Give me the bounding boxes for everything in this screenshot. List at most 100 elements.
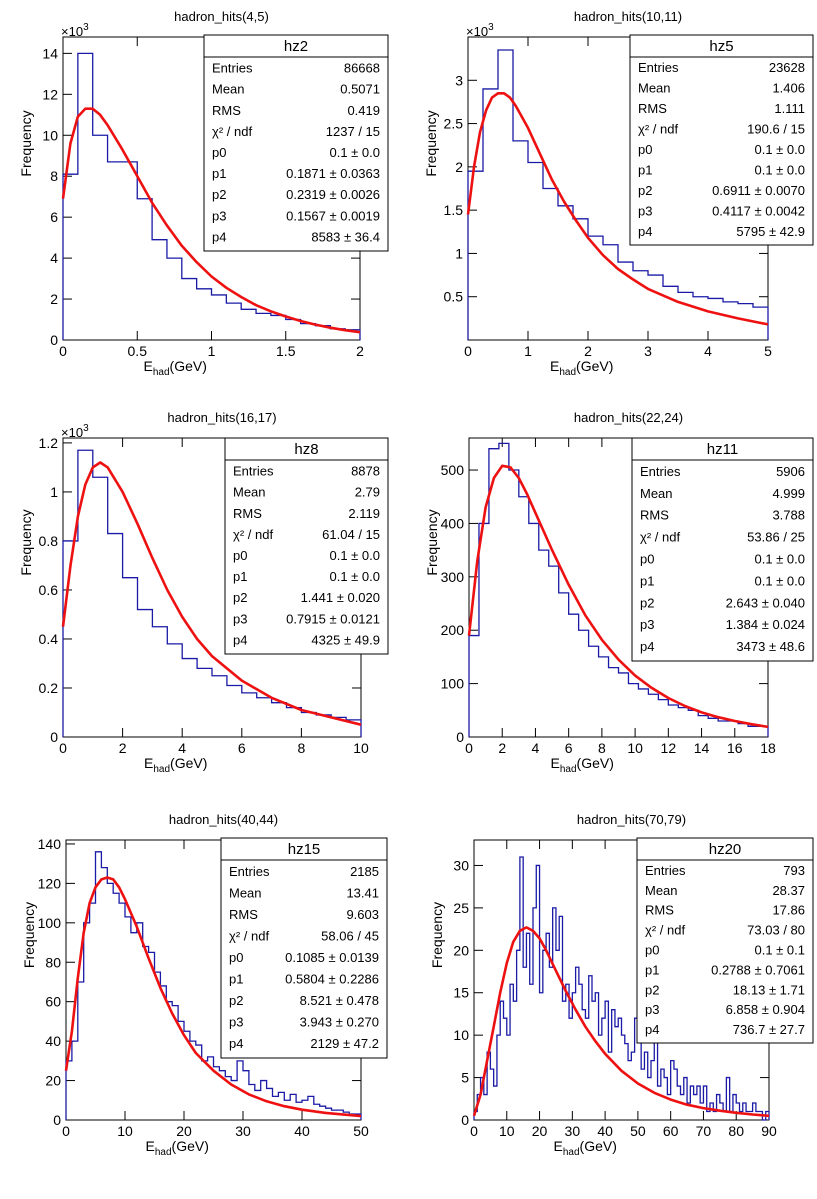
stats-value: 1.406 (772, 81, 805, 96)
x-tick-label: 30 (235, 1123, 251, 1139)
x-tick-label: 3 (644, 343, 652, 359)
y-tick-label: 100 (441, 676, 465, 692)
x-tick-label: 10 (499, 1123, 515, 1139)
stats-label: p2 (233, 590, 247, 605)
stats-value: 1.384 ± 0.024 (726, 617, 805, 632)
y-tick-label: 200 (441, 622, 465, 638)
y-axis-label: Frequency (423, 110, 439, 176)
stats-box: hz2 Entries 86668 Mean 0.5071 RMS 0.419 χ² / nd… (203, 34, 389, 252)
stats-value: 0.419 (347, 103, 380, 118)
y-tick-label: 80 (45, 954, 61, 970)
stats-label: p0 (233, 548, 247, 563)
x-tick-label: 8 (598, 740, 606, 756)
y-tick-label: 2 (455, 159, 463, 175)
y-tick-label: 0.4 (39, 631, 59, 647)
x-tick-label: 5 (764, 343, 772, 359)
y-tick-label: 1.2 (39, 435, 59, 451)
y-tick-label: 400 (441, 515, 465, 531)
stats-value: 23628 (769, 60, 805, 75)
y-tick-label: 500 (441, 462, 465, 478)
x-tick-label: 50 (630, 1123, 646, 1139)
stats-value: 0.1 ± 0.0 (754, 573, 805, 588)
x-tick-label: 1 (524, 343, 532, 359)
stats-box-frame (629, 34, 814, 246)
x-tick-label: 8 (298, 740, 306, 756)
y-tick-label: 6 (50, 209, 58, 225)
x-tick-label: 2 (498, 740, 506, 756)
x-tick-label: 2 (356, 343, 364, 359)
stats-label: p1 (212, 166, 226, 181)
stats-label: Entries (212, 61, 253, 76)
y-axis-label: Frequency (18, 110, 34, 176)
x-tick-label: 0 (465, 740, 473, 756)
y-tick-label: 3 (455, 72, 463, 88)
x-tick-label: 20 (176, 1123, 192, 1139)
stats-label: RMS (229, 907, 258, 922)
x-tick-label: 1 (208, 343, 216, 359)
stats-label: Entries (645, 863, 686, 878)
y-tick-label: 20 (45, 1073, 61, 1089)
stats-value: 0.2319 ± 0.0026 (286, 187, 380, 202)
panel-title: hadron_hits(40,44) (169, 812, 278, 827)
stats-label: p3 (229, 1015, 243, 1030)
x-tick-label: 4 (178, 740, 186, 756)
histogram-panel-5: hadron_hits(40,44) 0 10 20 30 40 50 0 20 40 60 80 10… (21, 812, 388, 1158)
y-tick-label: 2 (50, 291, 58, 307)
stats-box: hz11 Entries 5906 Mean 4.999 RMS 3.788 χ² / ndf… (631, 437, 814, 662)
histogram-bins (65, 851, 362, 1120)
stats-box-title: hz20 (709, 841, 742, 858)
stats-value: 0.1 ± 0.0 (754, 142, 805, 157)
y-tick-label: 1 (50, 484, 58, 500)
y-tick-label: 1.5 (444, 202, 464, 218)
histogram-panel-4: hadron_hits(22,24) 0 2 4 6 8 10 12 14 16 18 0 100 200… (424, 410, 814, 775)
y-tick-label: 40 (45, 1033, 61, 1049)
stats-value: 5906 (776, 464, 805, 479)
stats-label: p3 (640, 617, 654, 632)
stats-label: Entries (229, 864, 270, 879)
y-tick-label: 25 (453, 900, 469, 916)
x-tick-label: 4 (704, 343, 712, 359)
stats-label: p4 (645, 1022, 659, 1037)
x-tick-label: 10 (117, 1123, 133, 1139)
stats-value: 0.1567 ± 0.0019 (286, 208, 380, 223)
stats-label: RMS (640, 508, 669, 523)
stats-value: 0.1 ± 0.0 (329, 548, 380, 563)
y-tick-label: 0.2 (39, 680, 59, 696)
x-tick-label: 4 (532, 740, 540, 756)
stats-box: hz15 Entries 2185 Mean 13.41 RMS 9.603 χ² / ndf… (220, 837, 388, 1059)
x-axis-label: Ehad(GeV) (144, 358, 207, 378)
stats-label: p3 (233, 611, 247, 626)
x-axis-label: Ehad(GeV) (554, 1138, 617, 1158)
x-tick-label: 0 (464, 343, 472, 359)
x-tick-label: 90 (761, 1123, 777, 1139)
x-tick-label: 16 (727, 740, 743, 756)
stats-label: p1 (229, 972, 243, 987)
stats-box-title: hz11 (707, 441, 738, 458)
stats-value: 8.521 ± 0.478 (300, 993, 379, 1008)
y-tick-label: 0.8 (39, 533, 59, 549)
x-tick-label: 0 (470, 1123, 478, 1139)
histogram-bins (467, 49, 769, 340)
stats-label: p3 (212, 208, 226, 223)
stats-value: 0.1 ± 0.0 (329, 569, 380, 584)
stats-label: p0 (638, 142, 652, 157)
y-tick-label: 100 (38, 915, 62, 931)
stats-label: p3 (645, 1002, 659, 1017)
stats-label: p2 (645, 982, 659, 997)
stats-label: Mean (640, 486, 673, 501)
stats-label: RMS (638, 101, 667, 116)
y-tick-label: 0 (456, 729, 464, 745)
fit-curve (64, 876, 362, 1118)
stats-value: 1237 / 15 (326, 124, 380, 139)
stats-value: 1.441 ± 0.020 (301, 590, 380, 605)
y-axis-label: Frequency (21, 902, 37, 968)
x-axis-label: Ehad(GeV) (551, 755, 614, 775)
y-axis-label: Frequency (18, 509, 34, 575)
stats-value: 0.5804 ± 0.2286 (285, 972, 379, 987)
stats-value: 9.603 (346, 907, 379, 922)
stats-label: χ² / ndf (638, 122, 678, 137)
fit-curve (61, 107, 361, 334)
stats-value: 4.999 (772, 486, 805, 501)
stats-label: p3 (638, 203, 652, 218)
histogram-bins (473, 856, 770, 1121)
